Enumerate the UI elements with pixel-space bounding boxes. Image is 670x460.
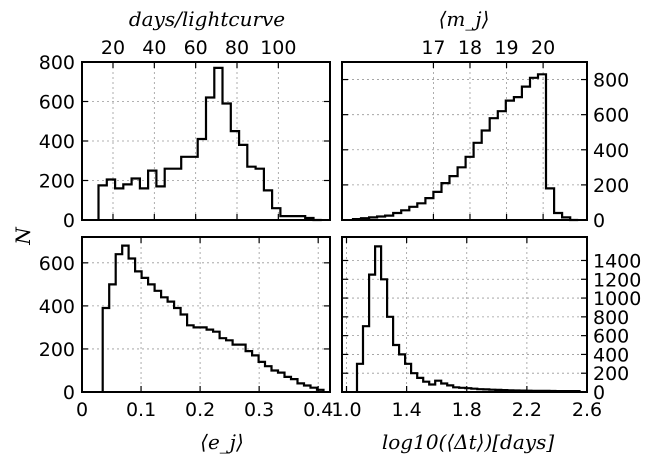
bottom-right-ytick-label: 800 [593,307,629,329]
bottom-right-xtick-label: 1.0 [331,399,361,421]
top-right-ytick-label: 600 [593,105,629,127]
bottom-left-xtick-label: 0.4 [303,399,333,421]
top-left-xlabel: days/lightcurve [129,7,285,31]
top-right-ytick-label: 0 [593,210,605,232]
bottom-right-ytick-label: 1400 [593,250,641,272]
top-left-histogram-series [97,66,322,222]
top-left-ytick-label: 200 [39,171,75,193]
top-left-ytick-label: 800 [39,52,75,74]
top-right-ytick-label: 800 [593,70,629,92]
top-right-ytick-label: 200 [593,175,629,197]
top-left-xtick-label: 20 [101,37,125,59]
bottom-right-xlabel: log10(⟨Δt⟩)[days] [382,430,554,454]
bottom-left-xlabel: ⟨e_j⟩ [200,430,244,454]
y-axis-label: N [11,226,35,246]
bottom-right-ytick-label: 400 [593,344,629,366]
top-right-histogram-series [351,73,579,222]
bottom-left-histogram-series [101,244,325,392]
bottom-right-xtick-label: 1.8 [452,399,482,421]
bottom-left-xtick-label: 0.1 [126,399,156,421]
bottom-right-histogram-series [355,245,581,393]
bottom-left-ytick-label: 600 [39,253,75,275]
bottom-right-ytick-label: 600 [593,326,629,348]
top-right-ytick-label: 400 [593,140,629,162]
top-left-xtick-label: 60 [184,37,208,59]
top-right-xtick-label: 20 [531,37,555,59]
top-right-axes-frame [341,61,588,221]
bottom-right-xtick-label: 2.6 [572,399,602,421]
bottom-left-ytick-label: 400 [39,296,75,318]
top-left-xtick-label: 40 [142,37,166,59]
top-right-xtick-label: 19 [494,37,518,59]
panel-mean-error: 0 0.1 0.2 0.3 0.4 0 200 400 600 [39,236,333,421]
top-left-ytick-label: 400 [39,131,75,153]
bottom-right-xtick-label: 2.2 [512,399,542,421]
bottom-right-xtick-label: 1.4 [392,399,422,421]
top-right-xlabel: ⟨m_j⟩ [439,7,490,31]
bottom-right-ytick-label: 0 [593,382,605,404]
bottom-left-xtick-label: 0 [76,399,88,421]
bottom-left-ytick-label: 200 [39,339,75,361]
top-left-xtick-label: 100 [260,37,296,59]
bottom-left-xtick-label: 0.3 [244,399,274,421]
bottom-right-ytick-label: 200 [593,363,629,385]
top-left-ytick-label: 0 [63,210,75,232]
bottom-left-xtick-label: 0.2 [185,399,215,421]
top-right-xtick-label: 18 [458,37,482,59]
bottom-left-axes-frame [81,236,331,393]
bottom-left-ytick-label: 0 [63,382,75,404]
bottom-right-ytick-label: 1200 [593,269,641,291]
top-right-xtick-label: 17 [421,37,445,59]
top-left-ytick-label: 600 [39,92,75,114]
panel-days-per-lightcurve: 20 40 60 80 100 0 200 400 600 800 [39,37,331,232]
top-left-xtick-label: 80 [225,37,249,59]
bottom-right-axes-frame [341,236,588,393]
bottom-right-ytick-label: 1000 [593,288,641,310]
